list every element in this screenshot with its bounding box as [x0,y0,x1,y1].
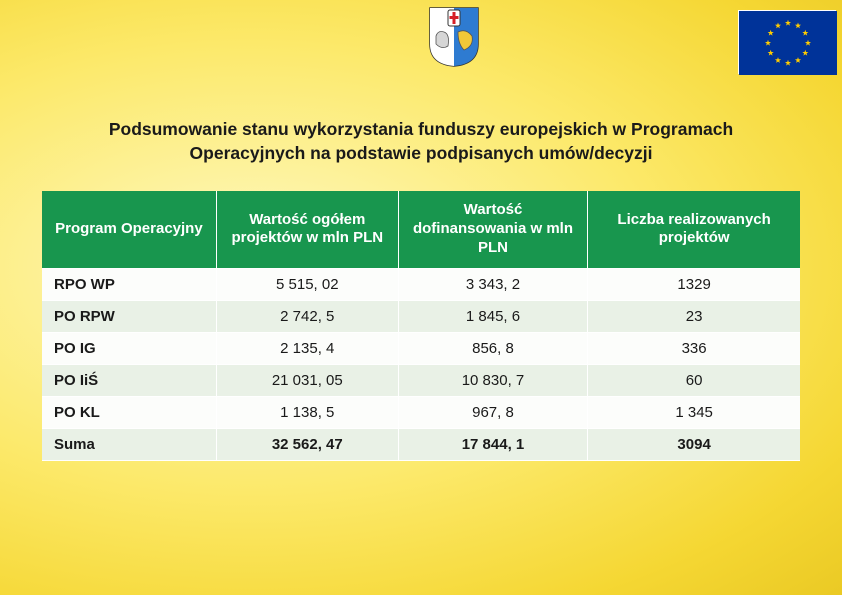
eu-flag-icon [738,10,836,74]
cell-value: 1329 [588,268,800,300]
cell-value: 1 845, 6 [398,300,588,332]
table-container: Program Operacyjny Wartość ogółem projek… [0,191,842,460]
col-header-value-total: Wartość ogółem projektów w mln PLN [216,191,398,268]
cell-program: RPO WP [42,268,216,300]
cell-value: 1 138, 5 [216,396,398,428]
funds-table: Program Operacyjny Wartość ogółem projek… [42,191,800,460]
page-title: Podsumowanie stanu wykorzystania fundusz… [0,78,842,191]
table-row: PO RPW2 742, 51 845, 623 [42,300,800,332]
cell-program: PO KL [42,396,216,428]
cell-program: PO RPW [42,300,216,332]
col-header-projects-count: Liczba realizowanych projektów [588,191,800,268]
coat-of-arms-icon [428,6,480,68]
cell-value: 60 [588,364,800,396]
cell-value: 17 844, 1 [398,428,588,460]
col-header-value-funding: Wartość dofinansowania w mln PLN [398,191,588,268]
cell-value: 967, 8 [398,396,588,428]
cell-value: 2 742, 5 [216,300,398,332]
col-header-program: Program Operacyjny [42,191,216,268]
table-row: RPO WP5 515, 023 343, 21329 [42,268,800,300]
cell-value: 1 345 [588,396,800,428]
cell-value: 3 343, 2 [398,268,588,300]
cell-value: 21 031, 05 [216,364,398,396]
title-line-2: Operacyjnych na podstawie podpisanych um… [190,143,653,163]
header-bar [0,0,842,78]
cell-value: 856, 8 [398,332,588,364]
cell-value: 336 [588,332,800,364]
cell-value: 5 515, 02 [216,268,398,300]
table-body: RPO WP5 515, 023 343, 21329PO RPW2 742, … [42,268,800,460]
cell-value: 2 135, 4 [216,332,398,364]
table-row: Suma32 562, 4717 844, 13094 [42,428,800,460]
title-line-1: Podsumowanie stanu wykorzystania fundusz… [109,119,733,139]
cell-program: PO IG [42,332,216,364]
cell-value: 10 830, 7 [398,364,588,396]
cell-program: PO IiŚ [42,364,216,396]
cell-value: 3094 [588,428,800,460]
table-row: PO IiŚ21 031, 0510 830, 760 [42,364,800,396]
cell-value: 23 [588,300,800,332]
table-header-row: Program Operacyjny Wartość ogółem projek… [42,191,800,268]
table-row: PO IG2 135, 4856, 8336 [42,332,800,364]
eu-flag-wrap [738,6,842,74]
table-row: PO KL1 138, 5967, 81 345 [42,396,800,428]
cell-value: 32 562, 47 [216,428,398,460]
cell-program: Suma [42,428,216,460]
coat-of-arms-wrap [120,6,738,68]
